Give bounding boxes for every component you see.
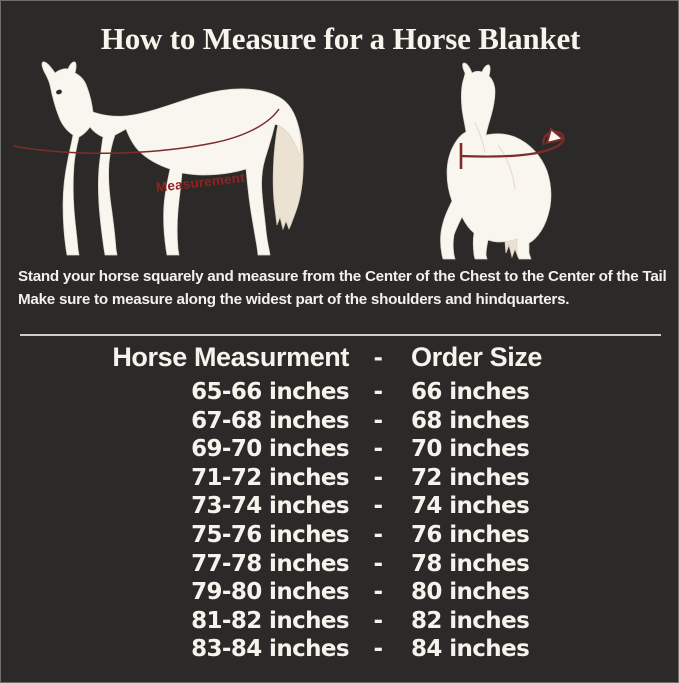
cell-separator: -: [373, 464, 384, 491]
cell-separator: -: [373, 521, 384, 548]
cell-order-size: 84 inches: [411, 636, 530, 663]
table-row: 83-84 inches - 84 inches: [1, 636, 678, 665]
horse-neck-line: [474, 122, 486, 154]
instructions-block: Stand your horse squarely and measure fr…: [18, 266, 668, 312]
table-row: 81-82 inches - 82 inches: [1, 607, 678, 637]
cell-order-size: 74 inches: [411, 493, 530, 520]
horse-side-view-illustration: [12, 59, 343, 264]
horse-body: [41, 61, 302, 256]
column-header-order-size: Order Size: [411, 342, 543, 372]
cell-order-size: 68 inches: [411, 407, 530, 434]
instruction-line-2: Make sure to measure along the widest pa…: [18, 291, 570, 308]
table-row: 67-68 inches - 68 inches: [1, 407, 678, 437]
cell-measurement: 65-66 inches: [191, 379, 350, 405]
table-header-row: Horse Measurment - Order Size: [1, 342, 678, 379]
cell-separator: -: [373, 493, 384, 520]
cell-separator: -: [373, 550, 384, 577]
cell-separator: -: [373, 379, 384, 405]
column-header-separator: -: [373, 342, 383, 372]
horse-rear-body: [440, 62, 552, 260]
table-row: 75-76 inches - 76 inches: [1, 521, 678, 551]
cell-measurement: 79-80 inches: [191, 579, 350, 606]
table-row: 69-70 inches - 70 inches: [1, 436, 678, 465]
horse-eye: [56, 89, 62, 95]
cell-order-size: 66 inches: [411, 379, 530, 405]
measurement-tape: [459, 127, 566, 169]
cell-separator: -: [373, 407, 384, 434]
table-row: 77-78 inches - 78 inches: [1, 550, 678, 580]
cell-measurement: 71-72 inches: [191, 464, 350, 491]
cell-order-size: 72 inches: [411, 464, 530, 491]
table-row: 73-74 inches - 74 inches: [1, 493, 678, 522]
cell-order-size: 80 inches: [411, 579, 530, 606]
cell-separator: -: [373, 436, 384, 463]
cell-measurement: 73-74 inches: [191, 493, 350, 520]
size-chart-table: Horse Measurment - Order Size 65-66 inch…: [1, 342, 678, 665]
cell-order-size: 78 inches: [411, 550, 530, 577]
instruction-line-1: Stand your horse squarely and measure fr…: [18, 268, 667, 285]
section-divider: [20, 334, 661, 336]
cell-order-size: 82 inches: [411, 607, 530, 634]
cell-measurement: 75-76 inches: [191, 521, 350, 548]
cell-measurement: 81-82 inches: [191, 607, 350, 634]
cell-order-size: 70 inches: [411, 436, 530, 463]
page-title: How to Measure for a Horse Blanket: [100, 21, 581, 56]
cell-order-size: 76 inches: [411, 521, 530, 548]
cell-measurement: 69-70 inches: [191, 436, 350, 463]
measurement-line: [12, 108, 280, 154]
illustration-area: Measurement: [1, 59, 678, 260]
cell-measurement: 67-68 inches: [191, 407, 350, 434]
table-row: 65-66 inches - 66 inches: [1, 379, 678, 408]
column-header-measurement: Horse Measurment: [112, 342, 349, 372]
cell-measurement: 77-78 inches: [191, 550, 350, 577]
horse-rear-view-illustration: [405, 61, 655, 271]
table-row: 71-72 inches - 72 inches: [1, 464, 678, 494]
cell-separator: -: [373, 579, 384, 606]
horse-hindquarter-line: [497, 144, 516, 190]
cell-separator: -: [373, 636, 384, 663]
cell-separator: -: [373, 607, 384, 634]
cell-measurement: 83-84 inches: [191, 636, 350, 663]
table-row: 79-80 inches - 80 inches: [1, 579, 678, 608]
